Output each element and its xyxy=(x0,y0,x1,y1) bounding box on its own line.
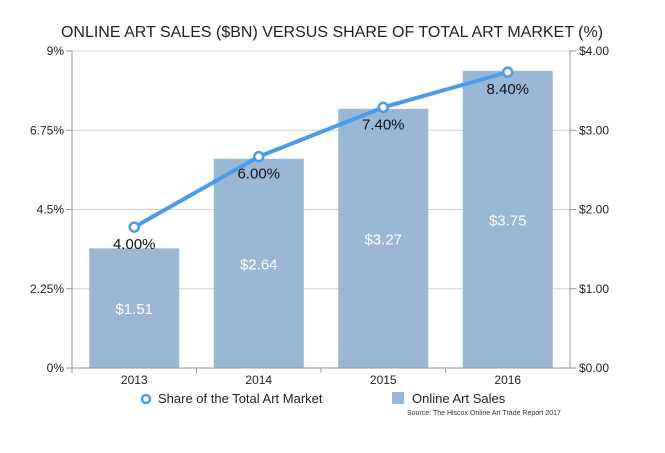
legend-bar-marker xyxy=(392,392,404,404)
line-value-label: 6.00% xyxy=(237,166,280,183)
line-share-of-market xyxy=(132,70,510,230)
x-tick-label: 2014 xyxy=(245,373,272,387)
bar-online-sales xyxy=(213,158,304,368)
line-point xyxy=(502,66,514,78)
x-tick-label: 2015 xyxy=(370,373,397,387)
line-value-label: 4.00% xyxy=(113,236,156,253)
source-note: Source: The Hiscox Online Art Trade Repo… xyxy=(407,410,561,417)
bar-online-sales xyxy=(338,108,429,368)
bar-value-label: $3.75 xyxy=(489,212,527,229)
y-left-tick-label: 9% xyxy=(47,44,65,58)
x-tick-label: 2013 xyxy=(121,373,148,387)
line-value-label: 7.40% xyxy=(362,116,405,133)
legend-line-marker xyxy=(140,393,152,405)
y-left-tick-label: 4.5% xyxy=(37,203,65,217)
bar-online-sales xyxy=(89,248,180,368)
y-left-tick-label: 0% xyxy=(47,361,65,375)
x-tick-label: 2016 xyxy=(494,373,521,387)
bar-value-label: $3.27 xyxy=(364,231,402,248)
bar-value-label: $2.64 xyxy=(240,256,278,273)
y-right-tick-label: $1.00 xyxy=(579,282,609,296)
line-point xyxy=(377,101,389,114)
bar-value-label: $1.51 xyxy=(115,301,153,318)
chart-title: ONLINE ART SALES ($BN) VERSUS SHARE OF T… xyxy=(61,24,603,41)
y-right-tick-label: $3.00 xyxy=(579,123,609,137)
line-point xyxy=(253,150,265,163)
y-right-tick-label: $2.00 xyxy=(579,203,609,217)
y-left-tick-label: 6.75% xyxy=(30,123,64,137)
legend-bar-label: Online Art Sales xyxy=(412,391,506,406)
bar-online-sales xyxy=(462,70,553,368)
y-left-tick-label: 2.25% xyxy=(30,282,64,296)
y-right-tick-label: $4.00 xyxy=(579,44,609,58)
line-value-label: 8.40% xyxy=(486,81,529,98)
y-right-tick-label: $0.00 xyxy=(579,361,609,375)
line-point xyxy=(128,221,140,233)
legend-line-label: Share of the Total Art Market xyxy=(158,391,323,406)
